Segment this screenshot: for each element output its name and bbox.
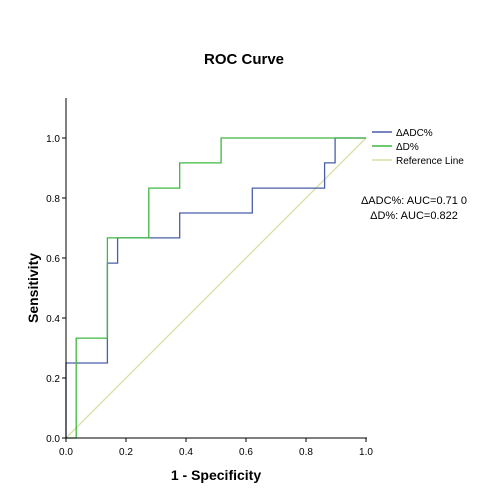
y-tick-label: 0.2	[46, 374, 60, 385]
y-tick-label: 0.6	[46, 254, 60, 265]
chart-title: ROC Curve	[204, 51, 284, 68]
plot-area	[66, 138, 366, 438]
legend-entry-label: Reference Line	[396, 156, 464, 167]
legend-entry-label: ΔADC%	[396, 128, 433, 139]
y-tick-label: 0.4	[46, 314, 60, 325]
y-tick-label: 0.8	[46, 194, 60, 205]
y-tick-label: 1.0	[46, 134, 60, 145]
axes	[66, 98, 367, 438]
x-tick-label: 0.6	[239, 447, 253, 458]
auc-annotation: ΔADC%: AUC=0.71 0	[361, 195, 467, 207]
x-tick-label: 0.0	[59, 447, 73, 458]
y-tick-label: 0.0	[46, 434, 60, 445]
auc-annotations: ΔADC%: AUC=0.71 0 ΔD%: AUC=0.822	[361, 195, 467, 222]
y-axis-label: Sensitivity	[25, 253, 41, 323]
x-axis-label: 1 - Specificity	[171, 467, 261, 483]
x-tick-label: 0.8	[299, 447, 313, 458]
x-tick-label: 1.0	[359, 447, 373, 458]
x-tick-label: 0.2	[119, 447, 133, 458]
legend: ΔADC% ΔD% Reference Line	[372, 128, 464, 167]
x-tick-label: 0.4	[179, 447, 193, 458]
auc-annotation: ΔD%: AUC=0.822	[370, 210, 458, 222]
legend-entry-label: ΔD%	[396, 142, 419, 153]
series-line-reference	[66, 138, 366, 438]
